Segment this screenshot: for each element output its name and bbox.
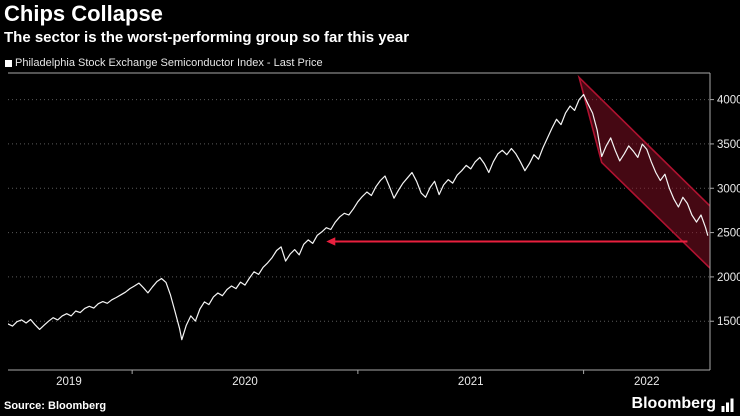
x-tick-label: 2021 [458,376,484,388]
x-tick-label: 2020 [232,376,258,388]
y-tick-label: 1500 [717,316,740,328]
plot-area [8,74,710,341]
price-line [8,93,709,341]
chart-title: Chips Collapse [4,1,163,26]
y-tick-label: 4000 [717,95,740,107]
bloomberg-logo-icon [721,398,734,412]
bloomberg-wordmark: Bloomberg [631,395,716,412]
y-tick-label: 2500 [717,228,740,240]
legend-label: Philadelphia Stock Exchange Semiconducto… [15,57,323,69]
y-tick-label: 2000 [717,272,740,284]
level-arrow-head [326,237,336,246]
x-tick-label: 2019 [56,376,82,388]
legend: Philadelphia Stock Exchange Semiconducto… [5,57,323,69]
y-tick-label: 3500 [717,139,740,151]
y-tick-label: 3000 [717,183,740,195]
chart-subtitle: The sector is the worst-performing group… [4,29,410,46]
legend-marker-icon [5,59,12,67]
bloomberg-logo: Bloomberg [632,395,734,413]
x-tick-label: 2022 [634,376,660,388]
downtrend-channel [577,74,710,270]
source-note: Source: Bloomberg [4,400,107,412]
